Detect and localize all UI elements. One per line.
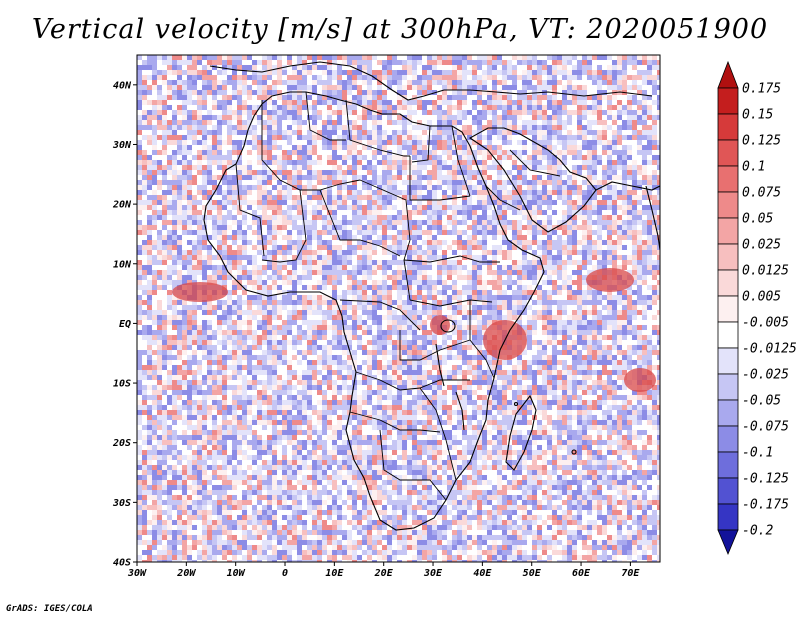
plot-title: Vertical velocity [m/s] at 300hPa, VT: 2… [31,14,769,45]
lat-tick-label-5: 10S [113,379,131,390]
colorbar-label-0: 0.175 [742,82,781,97]
colorbar-segment-15 [717,477,739,505]
colorbar-segment-0 [717,87,739,115]
madagascar-coastline [505,394,537,471]
lon-tick-label-9: 60E [572,568,591,579]
colorbar-segment-4 [717,191,739,219]
colorbar-label-14: -0.1 [742,446,773,461]
colorbar-label-11: -0.025 [742,368,789,383]
colorbar-label-13: -0.075 [742,420,789,435]
colorbar-label-10: -0.0125 [742,342,797,357]
colorbar-label-1: 0.15 [742,108,773,123]
colorbar-segment-6 [717,243,739,271]
lat-tick-label-2: 20N [112,200,132,211]
colorbar-segment-8 [717,295,739,323]
lon-tick-label-3: 0 [282,568,288,579]
colorbar-segment-7 [717,269,739,297]
colorbar-label-9: -0.005 [742,316,789,331]
colorbar-segment-14 [717,451,739,479]
colorbar-segment-11 [717,373,739,401]
colorbar-segment-3 [717,165,739,193]
lon-tick-label-7: 40E [473,568,492,579]
colorbar-label-15: -0.125 [742,472,789,487]
colorbar-label-6: 0.025 [742,238,781,253]
island-mauritius [571,449,577,455]
india-coastline [645,185,660,251]
colorbar-label-7: 0.0125 [742,264,789,279]
lon-tick-label-10: 70E [621,568,640,579]
colorbar-label-2: 0.125 [742,134,781,149]
colorbar-segment-2 [717,139,739,167]
country-borders [235,91,561,501]
colorbar-label-12: -0.05 [742,394,781,409]
credit-text: GrADS: IGES/COLA [6,604,93,614]
colorbar-segment-9 [717,321,739,349]
colorbar-segment-13 [717,425,739,453]
colorbar-label-17: -0.2 [742,524,773,539]
island-comoros [513,401,519,407]
arabia-coastline [468,127,597,233]
lat-tick-label-3: 10N [113,259,132,270]
map-frame [136,54,661,563]
lat-tick-label-0: 40N [113,80,132,91]
colorbar-segment-10 [717,347,739,375]
colorbar-segment-5 [717,217,739,245]
colorbar-label-8: 0.005 [742,290,781,305]
lon-tick-label-5: 20E [374,568,394,579]
africa-coastline [203,91,545,531]
colorbar-segment-1 [717,113,739,141]
colorbar-label-16: -0.175 [742,498,789,513]
colorbar-label-3: 0.1 [742,160,765,175]
lon-tick-label-0: 30W [127,568,147,579]
europe-coastline [209,61,653,101]
lon-tick-label-6: 30E [423,568,443,579]
lat-tick-label-1: 30N [112,140,132,151]
velocity-field [137,55,660,562]
lake-tanganyika [435,343,445,387]
lat-tick-label-6: 20S [112,438,131,449]
lon-tick-label-4: 10E [325,568,344,579]
colorbar: 0.175 0.15 0.125 0.1 0.075 0.05 0.025 0.0125 0.0… [717,60,797,556]
lat-tick-label-4: EQ [119,319,131,330]
lon-tick-label-2: 10W [227,568,246,579]
lat-tick-label-8: 40S [113,558,131,569]
asia-coastline [595,181,660,191]
colorbar-bottom-arrow [717,529,739,556]
lat-tick-label-7: 30S [112,498,131,509]
coastlines-and-borders [203,61,660,531]
colorbar-segment-12 [717,399,739,427]
colorbar-top-arrow [717,60,739,89]
colorbar-label-5: 0.05 [742,212,773,227]
colorbar-label-4: 0.075 [742,186,781,201]
lake-victoria [440,319,456,333]
lon-tick-label-8: 50E [523,568,542,579]
lon-tick-label-1: 20W [176,568,196,579]
colorbar-segment-16 [717,503,739,531]
lake-malawi [455,391,465,431]
